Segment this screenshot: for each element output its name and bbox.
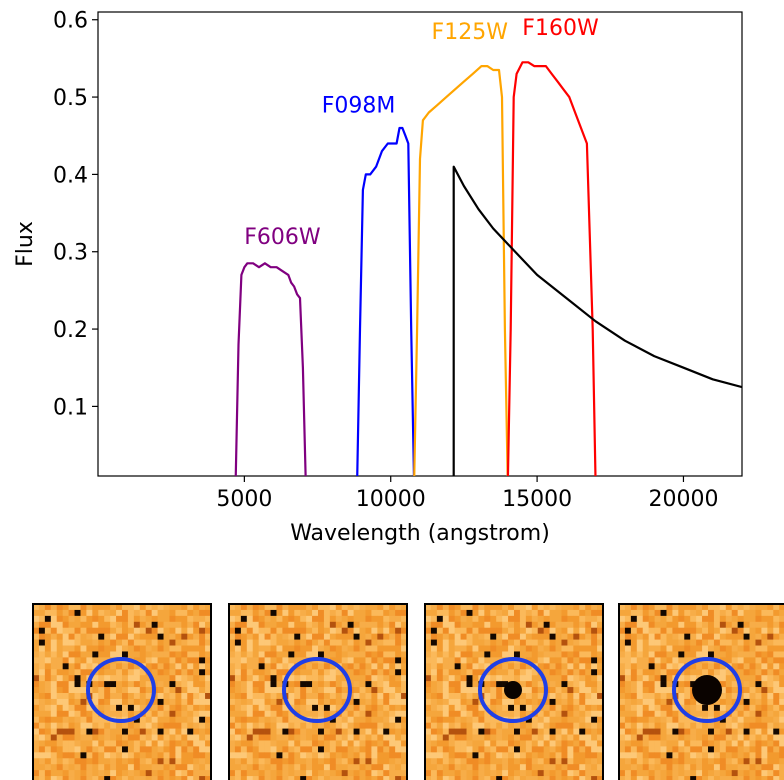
cutout-border — [424, 603, 604, 780]
series-line-f606w — [234, 262, 307, 476]
y-tick-label: 0.2 — [53, 318, 88, 343]
band-label-f125w: F125W — [432, 20, 509, 45]
aperture-ring — [86, 657, 156, 723]
plot-frame — [97, 11, 743, 477]
aperture-ring — [672, 657, 742, 723]
y-tick-label: 0.5 — [53, 86, 88, 111]
aperture-ring — [478, 657, 548, 723]
cutout-panel-2 — [228, 603, 408, 780]
series-line-f098m — [356, 126, 416, 476]
series-layer — [234, 61, 742, 476]
band-labels: F606W F098M F125W F160W — [244, 16, 599, 250]
cutout-panel-4 — [618, 603, 784, 780]
cutout-border — [32, 603, 212, 780]
cutout-panel-1 — [32, 603, 212, 780]
cutout-pixels — [33, 604, 212, 780]
y-tick-label: 0.4 — [53, 163, 88, 188]
flux-chart: 5000 10000 15000 20000 0.1 0.2 0.3 0.4 0.5 0.6 W… — [13, 9, 743, 546]
x-tick-label: 20000 — [648, 487, 718, 512]
cutout-pixels — [229, 604, 408, 780]
y-tick-label: 0.1 — [53, 395, 88, 420]
y-tick-label: 0.3 — [53, 241, 88, 266]
band-label-f098m: F098M — [322, 94, 396, 119]
cutout-pixels — [425, 604, 604, 780]
source-blob — [692, 675, 722, 705]
band-label-f606w: F606W — [244, 225, 321, 250]
series-line-f125w — [413, 64, 509, 476]
aperture-ring — [282, 657, 352, 723]
source-blob — [504, 681, 522, 699]
x-tick-label: 10000 — [356, 487, 426, 512]
cutout-panel-3 — [424, 603, 604, 780]
y-tick-label: 0.6 — [53, 9, 88, 34]
x-tick-label: 5000 — [216, 487, 272, 512]
x-tick-label: 15000 — [502, 487, 572, 512]
series-line-continuum — [452, 165, 742, 476]
y-axis-ticks: 0.1 0.2 0.3 0.4 0.5 0.6 — [53, 9, 98, 420]
band-label-f160w: F160W — [522, 16, 599, 41]
x-axis-label: Wavelength (angstrom) — [290, 521, 550, 546]
series-line-f160w — [506, 61, 597, 476]
x-axis-ticks: 5000 10000 15000 20000 — [216, 476, 718, 512]
cutout-panels — [32, 603, 784, 780]
cutout-border — [228, 603, 408, 780]
y-axis-label: Flux — [13, 221, 38, 267]
cutout-border — [618, 603, 784, 780]
